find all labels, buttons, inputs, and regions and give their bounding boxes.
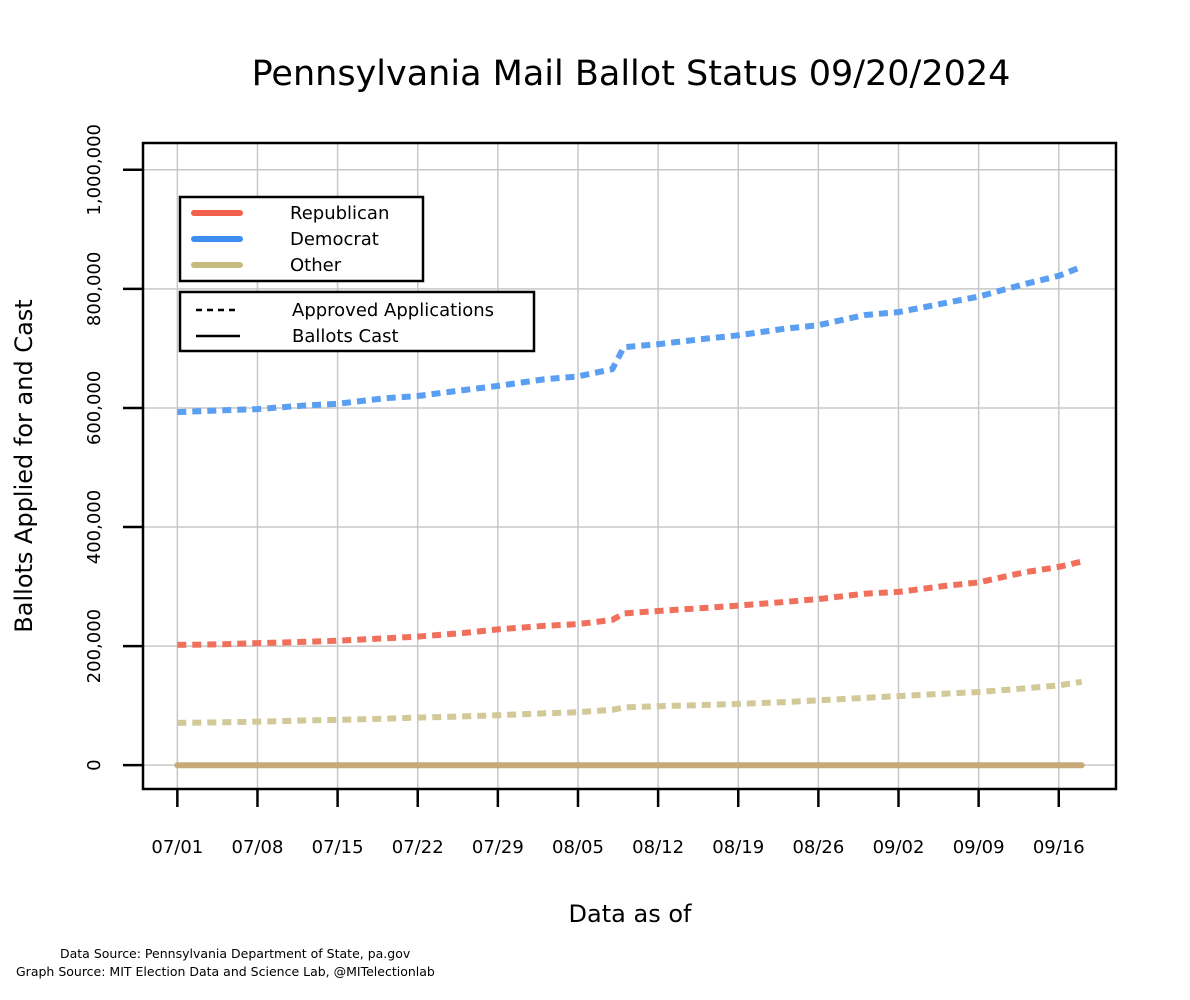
legend-label-approved-applications: Approved Applications xyxy=(292,300,494,321)
x-tick-label: 07/22 xyxy=(392,837,444,858)
series-republican-approved-applications-line xyxy=(177,558,1083,648)
x-tick-label: 08/05 xyxy=(552,837,604,858)
legend-label-republican: Republican xyxy=(290,203,389,224)
y-tick-label: 200,000 xyxy=(84,609,105,683)
y-axis: 0 200,000 400,000 600,000 800,000 1,000,000 xyxy=(84,124,143,771)
y-tick-label: 1,000,000 xyxy=(84,124,105,216)
x-tick-label: 07/29 xyxy=(472,837,524,858)
graph-source-note: Graph Source: MIT Election Data and Scie… xyxy=(16,964,435,979)
y-tick-label: 600,000 xyxy=(84,371,105,445)
chart-title: Pennsylvania Mail Ballot Status 09/20/20… xyxy=(252,54,1011,94)
legend-type: Approved Applications Ballots Cast xyxy=(178,290,536,353)
x-tick-label: 09/02 xyxy=(873,837,925,858)
y-tick-label: 0 xyxy=(84,759,105,770)
legend-party: Republican Democrat Other xyxy=(178,195,425,283)
legend-label-democrat: Democrat xyxy=(290,229,379,250)
x-tick-label: 08/19 xyxy=(712,837,764,858)
x-tick-label: 09/16 xyxy=(1033,837,1085,858)
legend-label-other: Other xyxy=(290,255,342,276)
x-tick-label: 08/26 xyxy=(792,837,844,858)
plot-frame xyxy=(141,141,1118,791)
series-other-approved-applications-line xyxy=(177,678,1083,726)
legend-type-box xyxy=(178,290,536,353)
x-axis-label: Data as of xyxy=(569,900,692,928)
x-tick-label: 09/09 xyxy=(953,837,1005,858)
y-axis-label: Ballots Applied for and Cast xyxy=(10,299,38,632)
series-layer xyxy=(174,264,1085,769)
x-tick-label: 08/12 xyxy=(632,837,684,858)
series-democrat-approved-applications-line xyxy=(177,264,1083,416)
x-tick-label: 07/08 xyxy=(232,837,284,858)
data-source-note: Data Source: Pennsylvania Department of … xyxy=(60,946,411,961)
legend-label-ballots-cast: Ballots Cast xyxy=(292,326,399,347)
y-tick-label: 400,000 xyxy=(84,490,105,564)
x-axis: 07/01 07/08 07/15 07/22 07/29 08/05 08/12 08/19… xyxy=(151,789,1085,858)
y-tick-label: 800,000 xyxy=(84,252,105,326)
x-tick-label: 07/01 xyxy=(151,837,203,858)
x-tick-label: 07/15 xyxy=(312,837,364,858)
